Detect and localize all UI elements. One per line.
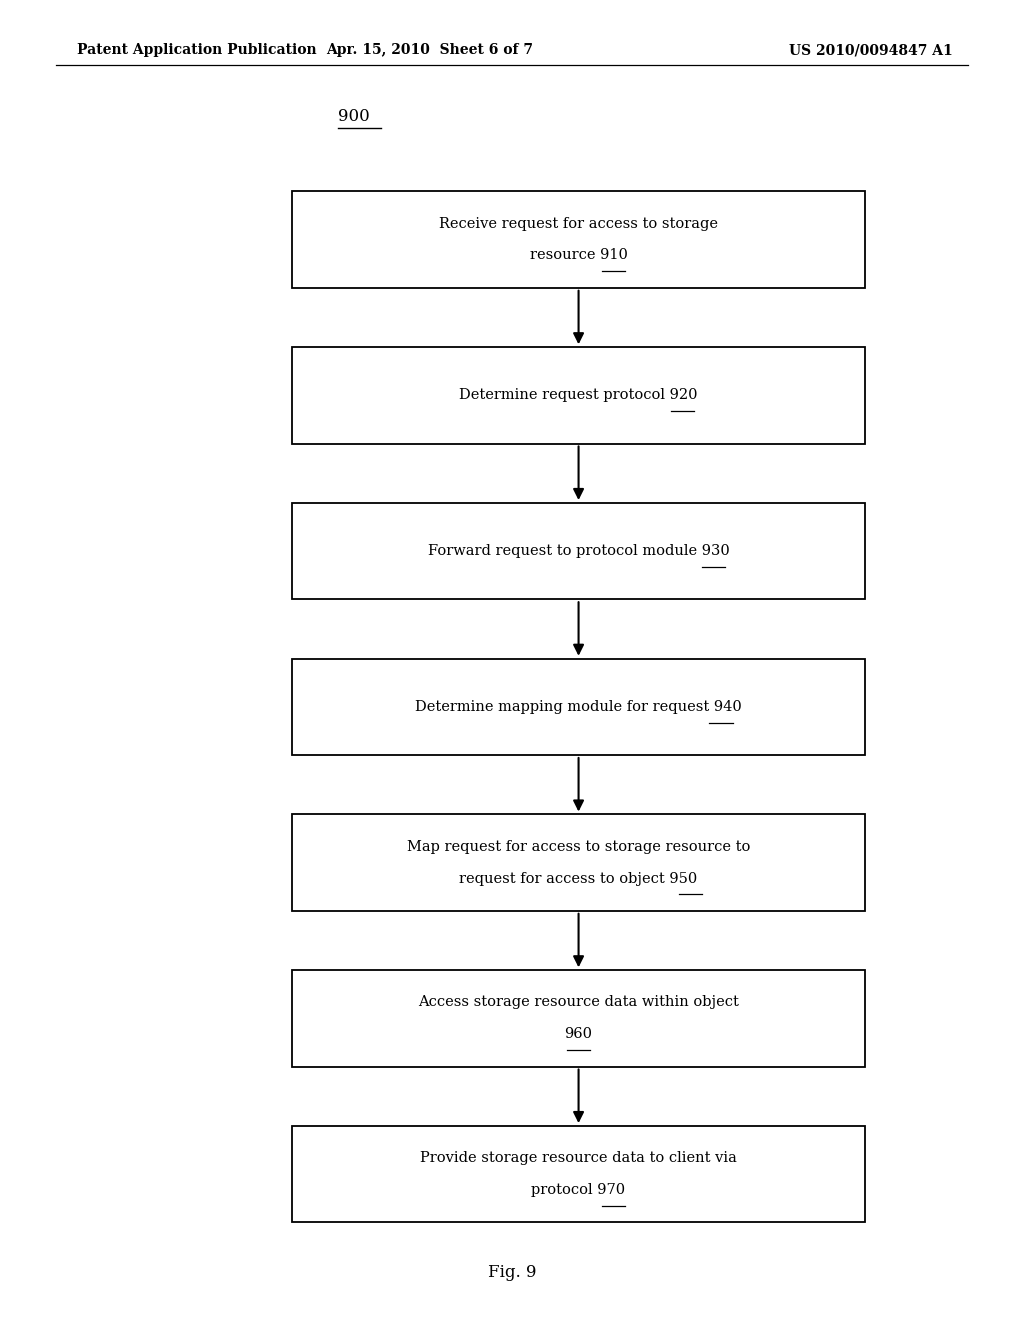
Bar [292, 191, 865, 288]
Text: Receive request for access to storage: Receive request for access to storage [439, 216, 718, 231]
Text: Access storage resource data within object: Access storage resource data within obje… [418, 995, 739, 1010]
Text: Fig. 9: Fig. 9 [487, 1265, 537, 1280]
Bar [292, 659, 865, 755]
Text: Apr. 15, 2010  Sheet 6 of 7: Apr. 15, 2010 Sheet 6 of 7 [327, 44, 534, 57]
Text: Forward request to protocol module 930: Forward request to protocol module 930 [428, 544, 729, 558]
Text: Determine mapping module for request 940: Determine mapping module for request 940 [415, 700, 742, 714]
Text: Map request for access to storage resource to: Map request for access to storage resour… [407, 840, 751, 854]
Bar [292, 814, 865, 911]
Text: Patent Application Publication: Patent Application Publication [77, 44, 316, 57]
Bar [292, 1126, 865, 1222]
Text: Provide storage resource data to client via: Provide storage resource data to client … [420, 1151, 737, 1166]
Text: request for access to object 950: request for access to object 950 [460, 871, 697, 886]
Text: protocol 970: protocol 970 [531, 1183, 626, 1197]
Text: US 2010/0094847 A1: US 2010/0094847 A1 [788, 44, 952, 57]
Text: 960: 960 [564, 1027, 593, 1041]
Text: 900: 900 [338, 108, 370, 124]
Text: resource 910: resource 910 [529, 248, 628, 263]
Bar [292, 503, 865, 599]
Text: Determine request protocol 920: Determine request protocol 920 [460, 388, 697, 403]
Bar [292, 970, 865, 1067]
Bar [292, 347, 865, 444]
